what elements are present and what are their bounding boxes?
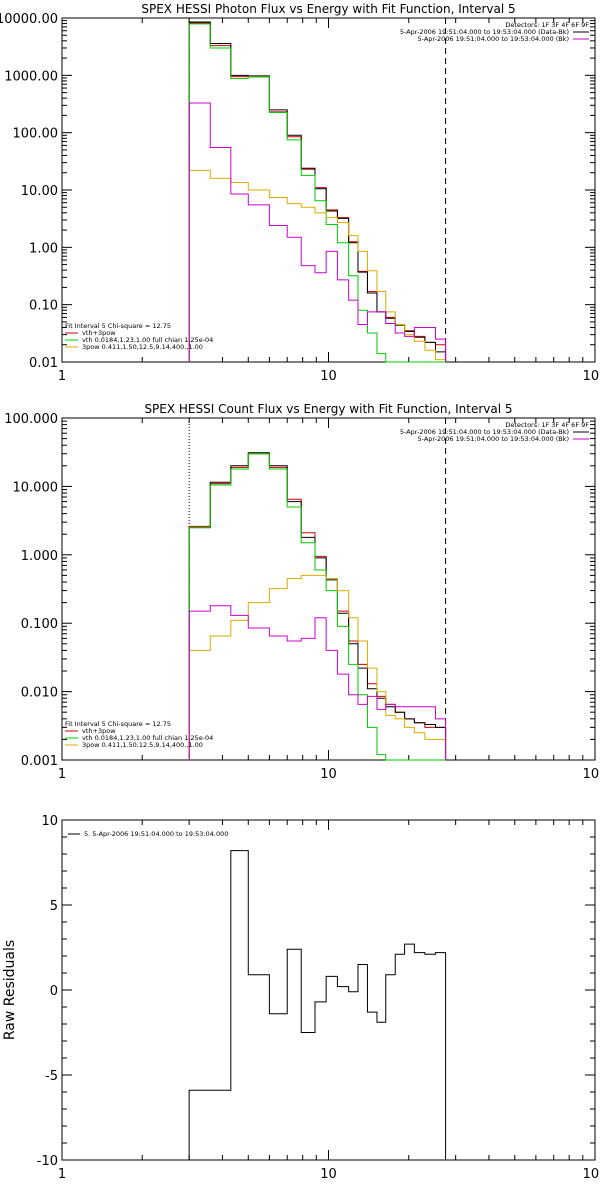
x-tick-label: 100 — [583, 1167, 600, 1182]
x-tick-label: 1 — [58, 1167, 66, 1182]
y-tick-label: 0.100 — [21, 617, 58, 632]
y-tick-label: 0 — [50, 984, 58, 999]
series-step-line — [188, 605, 447, 760]
series-step-line — [188, 169, 447, 362]
series-step-line — [188, 21, 447, 362]
legend-entry: 5-Apr-2006 19:51:04.000 to 19:53:04.000 … — [418, 435, 569, 443]
legend-entry: vth 0.0184,1.23,1.00 full chian 1.25e-04 — [82, 734, 213, 742]
legend-entry: vth 0.0184,1.23,1.00 full chian 1.25e-04 — [82, 336, 213, 344]
x-tick-label: 10 — [320, 1167, 337, 1182]
x-tick-label: 10 — [320, 369, 337, 384]
legend-entry: 5-Apr-2006 19:51:04.000 to 19:53:04.000 … — [418, 35, 569, 43]
x-tick-label: 1 — [58, 767, 66, 782]
y-tick-label: 1000.00 — [4, 69, 58, 84]
x-tick-label: 1 — [58, 369, 66, 384]
series-step-line — [188, 850, 447, 1160]
plot-frame — [61, 17, 596, 363]
legend-entry: Fit Interval 5 Chi-square = 12.75 — [65, 720, 171, 728]
y-tick-label: 10 — [41, 814, 58, 829]
x-tick-label: 100 — [583, 369, 600, 384]
y-tick-label: 0.001 — [21, 754, 58, 769]
y-tick-label: -5 — [45, 1069, 58, 1084]
chart-title: SPEX HESSI Photon Flux vs Energy with Fi… — [141, 2, 515, 16]
series-step-line — [188, 574, 447, 760]
series-step-line — [188, 22, 447, 362]
chart-title: SPEX HESSI Count Flux vs Energy with Fit… — [144, 402, 512, 416]
series-step-line — [188, 452, 447, 760]
legend-entry: 5-Apr-2006 19:51:04.000 to 19:53:04.000 … — [400, 28, 569, 36]
legend-entry: vth+3pow — [82, 727, 116, 735]
legend-entry: Detectors: 1F 3F 4F 6F 9F — [505, 421, 589, 429]
series-step-line — [188, 453, 446, 761]
series-step-line — [188, 453, 447, 760]
y-tick-label: 0.10 — [29, 299, 58, 314]
y-tick-label: 1.00 — [29, 241, 58, 256]
legend-entry: 5. 5-Apr-2006 19:51:04.000 to 19:53:04.0… — [84, 830, 228, 838]
x-tick-label: 100 — [583, 767, 600, 782]
legend-entry: Detectors: 1F 3F 4F 6F 9F — [505, 21, 589, 29]
y-tick-label: 0.010 — [21, 686, 58, 701]
y-tick-label: 10.000 — [13, 480, 59, 495]
series-step-line — [188, 102, 447, 362]
y-tick-label: 0.01 — [29, 356, 58, 371]
y-tick-label: 5 — [50, 899, 58, 914]
legend-entry: vth+3pow — [82, 329, 116, 337]
y-tick-label: -10 — [37, 1154, 58, 1169]
legend-entry: 5-Apr-2006 19:51:04.000 to 19:53:04.000 … — [400, 428, 569, 436]
plot-frame — [61, 417, 596, 761]
legend-entry: 3pow 0.411,1.50,12.5,9.14,400.,1.00 — [82, 343, 203, 351]
series-step-line — [188, 23, 446, 363]
y-tick-label: 1.000 — [21, 549, 58, 564]
y-tick-label: 100.00 — [13, 127, 59, 142]
y-tick-label: 10000.00 — [0, 12, 58, 27]
legend-entry: 3pow 0.411,1.50,12.5,9.14,400.,1.00 — [82, 741, 203, 749]
legend-entry: Fit Interval 5 Chi-square = 12.75 — [65, 322, 171, 330]
y-tick-label: 10.00 — [21, 184, 58, 199]
y-axis-label: Raw Residuals — [2, 940, 18, 1040]
y-tick-label: 100.000 — [4, 412, 58, 427]
plot-frame — [61, 819, 596, 1161]
x-tick-label: 10 — [320, 767, 337, 782]
